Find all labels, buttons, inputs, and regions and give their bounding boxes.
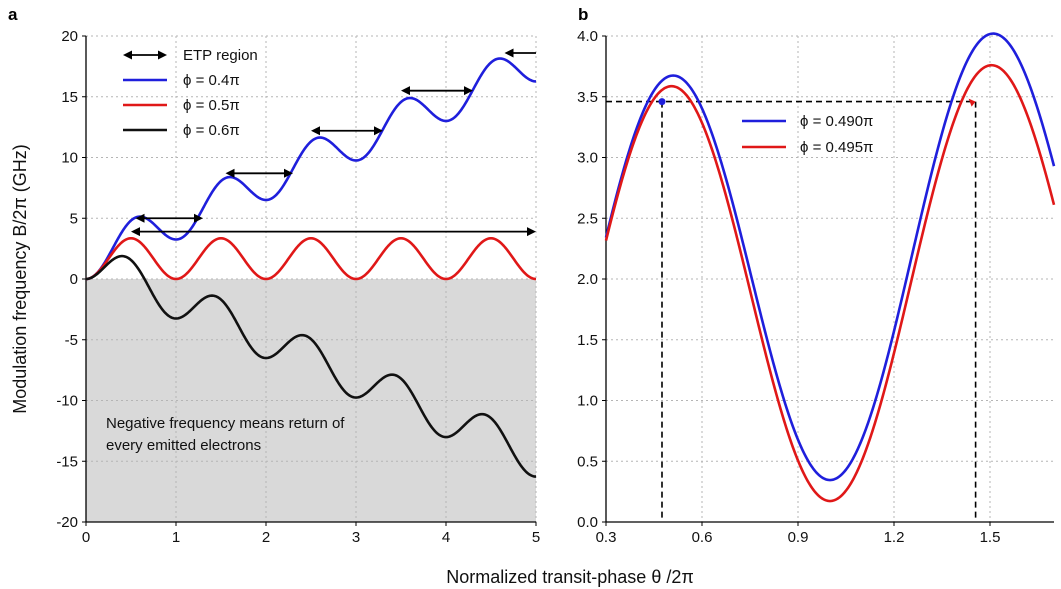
- arrow-head: [123, 50, 132, 60]
- panel-b-grid: [605, 35, 1054, 523]
- arrow-head: [131, 227, 140, 237]
- panel-b-series: [604, 32, 1056, 503]
- arrow-head: [401, 86, 410, 96]
- panel-a-letter: a: [8, 5, 18, 24]
- panel-b-legend: ϕ = 0.490π ϕ = 0.495π: [742, 113, 873, 156]
- shared-x-axis-label: Normalized transit-phase θ /2π: [446, 567, 694, 587]
- y-tick-label: -15: [56, 453, 78, 470]
- x-tick-label: 0: [82, 529, 90, 546]
- panel-b-tick-labels: 0.3 0.6 0.9 1.2 1.5 0.0 0.5 1.0 1.5 2.0 2.5 3.0 3.5 4…: [577, 28, 1000, 546]
- arrow-head: [225, 168, 235, 178]
- y-tick-label: 15: [61, 89, 78, 106]
- y-tick-label: 3.0: [577, 150, 598, 167]
- marker-right: [968, 98, 976, 107]
- x-tick-label: 3: [352, 529, 360, 546]
- y-tick-label: 0.5: [577, 453, 598, 470]
- x-tick-label: 5: [532, 529, 540, 546]
- y-tick-label: 1.5: [577, 332, 598, 349]
- y-tick-label: 0: [70, 271, 78, 288]
- arrow-head: [158, 50, 167, 60]
- legend-label: ϕ = 0.490π: [800, 113, 873, 130]
- legend-label: ϕ = 0.495π: [800, 139, 873, 156]
- panel-a-legend: ETP region ϕ = 0.4π ϕ = 0.5π ϕ = 0.6π: [123, 47, 258, 139]
- y-tick-label: 5: [70, 210, 78, 227]
- etp-arrows: [131, 48, 536, 237]
- x-tick-label: 1: [172, 529, 180, 546]
- x-tick-label: 0.6: [692, 529, 713, 546]
- x-tick-label: 1.2: [884, 529, 905, 546]
- legend-etp-arrow: [123, 50, 167, 60]
- series-line: [604, 63, 1056, 503]
- panel-b: b 0.3 0.6 0.9 1.2 1.5 0.0 0.5 1.0 1.5 2.0 2.5 3.0 3.…: [577, 5, 1056, 546]
- x-tick-label: 4: [442, 529, 450, 546]
- y-tick-label: 1.0: [577, 393, 598, 410]
- panel-b-reference-lines: [606, 100, 977, 522]
- etp-arrow: [131, 227, 536, 237]
- x-tick-label: 0.3: [596, 529, 617, 546]
- arrow-head: [374, 126, 383, 136]
- annotation-line-2: every emitted electrons: [106, 437, 261, 454]
- etp-arrow: [504, 48, 536, 58]
- panel-b-letter: b: [578, 5, 588, 24]
- y-tick-label: 3.5: [577, 89, 598, 106]
- y-tick-label: 2.5: [577, 210, 598, 227]
- y-tick-label: 10: [61, 150, 78, 167]
- etp-arrow: [401, 86, 473, 96]
- etp-arrow: [311, 126, 383, 136]
- legend-etp-label: ETP region: [183, 47, 258, 64]
- y-tick-label: 20: [61, 28, 78, 45]
- y-tick-label: 4.0: [577, 28, 598, 45]
- etp-arrow: [225, 168, 293, 178]
- y-tick-label: -20: [56, 514, 78, 531]
- arrow-head: [194, 213, 203, 223]
- arrow-head: [135, 213, 145, 223]
- legend-label: ϕ = 0.5π: [183, 97, 240, 114]
- panel-a: a 0 1 2 3 4 5 -20 -15 -10 -5 0 5 10 15 20 Modulation f…: [8, 5, 540, 546]
- x-tick-label: 1.5: [980, 529, 1001, 546]
- panel-a-tick-labels: 0 1 2 3 4 5 -20 -15 -10 -5 0 5 10 15 20: [56, 28, 540, 546]
- arrow-head: [311, 126, 320, 136]
- arrow-head: [464, 86, 473, 96]
- y-tick-label: -5: [65, 332, 78, 349]
- arrow-head: [527, 227, 536, 237]
- panel-b-frame: [602, 35, 1054, 526]
- panel-a-grid: [85, 35, 537, 523]
- x-tick-label: 2: [262, 529, 270, 546]
- arrow-head: [504, 48, 514, 58]
- y-tick-label: 0.0: [577, 514, 598, 531]
- series-line: [85, 254, 537, 478]
- legend-label: ϕ = 0.6π: [183, 122, 240, 139]
- x-tick-label: 0.9: [788, 529, 809, 546]
- marker-left: [658, 98, 666, 106]
- panel-a-y-axis-label: Modulation frequency B/2π (GHz): [10, 144, 30, 414]
- etp-arrow: [135, 213, 203, 223]
- y-tick-label: 2.0: [577, 271, 598, 288]
- y-tick-label: -10: [56, 393, 78, 410]
- arrow-head: [284, 168, 293, 178]
- series-line: [604, 32, 1056, 482]
- annotation-line-1: Negative frequency means return of: [106, 415, 345, 432]
- legend-label: ϕ = 0.4π: [183, 72, 240, 89]
- series-line: [85, 236, 537, 281]
